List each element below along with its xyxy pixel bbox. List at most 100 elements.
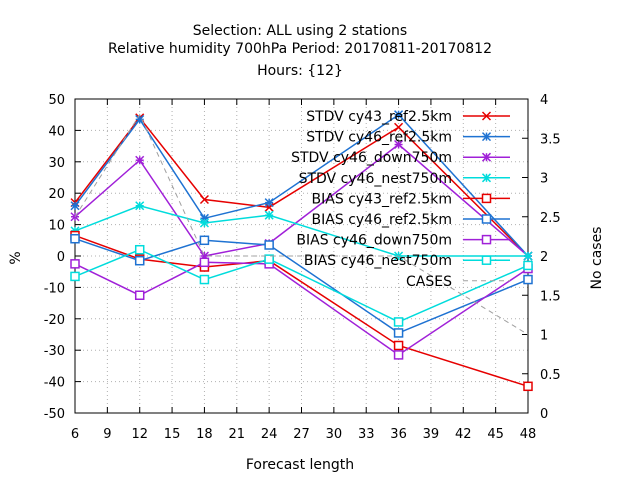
series-layer <box>70 110 533 392</box>
data-point-marker <box>481 214 492 224</box>
data-point-marker <box>134 255 145 266</box>
legend-entry-8: CASES <box>406 274 510 290</box>
data-point-marker <box>481 234 492 245</box>
legend-label: BIAS cy43_ref2.5km <box>312 191 452 207</box>
data-point-marker <box>70 201 80 211</box>
data-point-marker <box>481 111 492 121</box>
title-line-1: Selection: ALL using 2 stations <box>193 23 407 39</box>
x-tick-label: 30 <box>326 427 343 442</box>
data-point-marker <box>134 244 145 255</box>
data-point-marker <box>523 274 533 285</box>
data-point-marker <box>264 210 274 220</box>
y-tick-label: 0 <box>57 250 65 265</box>
x-tick-label: 9 <box>103 427 111 442</box>
data-point-marker <box>199 194 209 205</box>
y-tick-label: -20 <box>44 313 65 328</box>
y2-tick-label: 1 <box>540 329 548 344</box>
data-point-marker <box>481 193 492 204</box>
x-tick-label: 21 <box>229 427 246 442</box>
legend-entry-4: BIAS cy43_ref2.5km <box>312 191 510 207</box>
series-7 <box>70 244 533 327</box>
y2-tick-label: 4 <box>540 93 548 108</box>
y-tick-label: 40 <box>48 124 65 139</box>
x-tick-label: 12 <box>131 427 148 442</box>
data-point-marker <box>394 110 404 120</box>
legend-entry-7: BIAS cy46_nest750m <box>304 253 510 269</box>
series-line <box>74 205 528 257</box>
data-point-marker <box>70 233 80 244</box>
x-tick-label: 15 <box>164 427 181 442</box>
legend: STDV cy43_ref2.5km STDV cy46_ref2.5km STDV… <box>291 109 510 290</box>
data-point-marker <box>523 260 533 271</box>
chart-title: Selection: ALL using 2 stations Relative… <box>108 23 492 79</box>
data-point-marker <box>264 198 274 208</box>
data-point-marker <box>135 114 145 124</box>
x-tick-label: 45 <box>487 427 504 442</box>
series-line <box>74 248 529 323</box>
data-point-marker <box>523 251 533 261</box>
x-tick-label: 33 <box>358 427 375 442</box>
series-5 <box>70 233 533 338</box>
series-8 <box>74 113 529 335</box>
marker-stroke <box>481 111 492 121</box>
marker-stroke <box>394 122 404 132</box>
data-point-marker <box>264 254 274 264</box>
legend-label: STDV cy46_down750m <box>291 150 452 166</box>
x-tick-label: 39 <box>423 427 440 442</box>
data-point-marker <box>70 271 80 282</box>
legend-entry-3: STDV cy46_nest750m <box>299 171 510 187</box>
data-point-marker <box>199 235 210 246</box>
data-point-marker <box>481 255 492 265</box>
y2-axis-label: No cases <box>589 227 605 290</box>
legend-entry-2: STDV cy46_down750m <box>291 150 510 166</box>
data-point-marker <box>481 132 492 142</box>
data-point-marker <box>199 218 209 228</box>
x-tick-label: 42 <box>455 427 472 442</box>
series-line <box>74 143 529 257</box>
legend-label: BIAS cy46_down750m <box>296 233 452 249</box>
title-line-3: Hours: {12} <box>257 63 343 79</box>
x-tick-label: 36 <box>390 427 407 442</box>
y2-tick-label: 3.5 <box>540 132 561 147</box>
data-point-marker <box>481 152 492 162</box>
legend-label: STDV cy46_ref2.5km <box>306 130 452 146</box>
data-point-marker <box>393 340 404 351</box>
data-point-marker <box>199 257 210 268</box>
legend-entry-5: BIAS cy46_ref2.5km <box>312 212 510 228</box>
data-point-marker <box>394 139 404 150</box>
y-tick-label: -10 <box>44 281 65 296</box>
data-point-marker <box>135 201 145 211</box>
data-point-marker <box>70 259 80 269</box>
y2-tick-label: 3 <box>540 172 548 187</box>
y2-tick-label: 2 <box>540 250 548 265</box>
series-line <box>74 113 529 335</box>
legend-label: STDV cy43_ref2.5km <box>306 109 452 125</box>
legend-entry-0: STDV cy43_ref2.5km <box>306 109 510 125</box>
y-tick-label: 30 <box>48 156 65 171</box>
legend-entry-6: BIAS cy46_down750m <box>296 233 510 249</box>
y-tick-label: 20 <box>48 187 65 202</box>
axes: 6 9 12 15 18 21 24 27 30 33 36 39 42 45 4850403020100-… <box>44 93 561 442</box>
data-point-marker <box>481 173 492 183</box>
y2-tick-label: 2.5 <box>540 211 561 226</box>
data-point-marker <box>134 290 145 300</box>
data-point-marker <box>393 317 404 327</box>
y2-tick-label: 1.5 <box>540 289 561 304</box>
series-line <box>74 261 529 356</box>
data-point-marker <box>523 381 533 392</box>
series-line <box>74 237 529 334</box>
series-line <box>74 113 529 257</box>
legend-label: BIAS cy46_ref2.5km <box>312 212 452 228</box>
data-point-marker <box>264 240 274 250</box>
legend-label: BIAS cy46_nest750m <box>304 253 452 269</box>
data-point-marker <box>393 328 404 338</box>
y-axis-label: % <box>8 251 24 264</box>
x-tick-label: 6 <box>71 427 79 442</box>
y-tick-label: -30 <box>44 344 65 359</box>
x-tick-label: 48 <box>520 427 537 442</box>
data-point-marker <box>394 122 404 132</box>
y-tick-label: 10 <box>48 219 65 234</box>
data-point-marker <box>393 350 404 360</box>
